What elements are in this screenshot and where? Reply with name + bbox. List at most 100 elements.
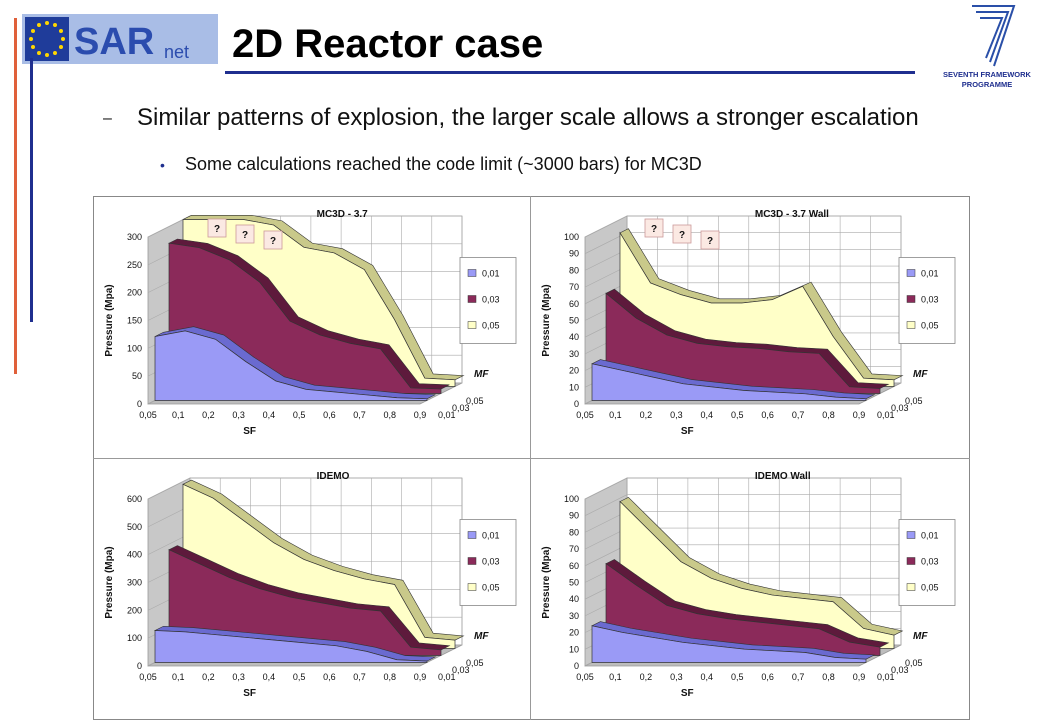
bullet1-text: Similar patterns of explosion, the large…	[137, 104, 919, 131]
x-tick-label: 0,4	[701, 410, 714, 420]
legend-swatch	[906, 269, 916, 277]
y-tick-label: 20	[569, 628, 579, 638]
depth-axis-label: MF	[474, 369, 489, 380]
y-tick-label: 50	[569, 316, 579, 326]
chart-title: MC3D - 3.7 Wall	[755, 209, 829, 220]
x-axis-label: SF	[243, 688, 256, 699]
bullet-level2: • Some calculations reached the code limi…	[160, 154, 702, 175]
x-tick-label: 0,6	[761, 410, 774, 420]
depth-tick-label: 0,05	[466, 396, 484, 406]
chart-gridline-side	[584, 494, 628, 516]
x-tick-label: 0,05	[139, 410, 157, 420]
seven-icon	[972, 5, 1016, 67]
page-title: 2D Reactor case	[232, 22, 544, 66]
depth-tick-label: 0,01	[877, 410, 895, 420]
y-tick-label: 80	[569, 265, 579, 275]
x-tick-label: 0,2	[640, 410, 653, 420]
y-tick-label: 500	[127, 522, 142, 532]
legend-swatch	[467, 531, 477, 539]
legend-swatch	[906, 531, 916, 539]
chart-gridline-side	[584, 215, 628, 238]
legend-label: 0,05	[482, 583, 500, 593]
legend-label: 0,05	[921, 321, 939, 331]
y-tick-label: 80	[569, 527, 579, 537]
chart-title: IDEMO	[317, 471, 350, 482]
y-tick-label: 100	[564, 494, 579, 504]
y-tick-label: 300	[127, 578, 142, 588]
x-tick-label: 0,8	[822, 410, 835, 420]
legend-label: 0,05	[921, 583, 939, 593]
y-tick-label: 100	[127, 633, 142, 643]
series-area-0,03	[168, 549, 442, 656]
y-tick-label: 200	[127, 605, 142, 615]
bullet2-text: Some calculations reached the code limit…	[185, 154, 702, 174]
x-tick-label: 0,8	[384, 410, 397, 420]
depth-tick-label: 0,01	[438, 672, 456, 682]
y-tick-label: 0	[137, 661, 142, 671]
x-tick-label: 0,3	[232, 410, 245, 420]
x-tick-label: 0,9	[853, 672, 866, 682]
y-tick-label: 20	[569, 366, 579, 376]
x-tick-label: 0,3	[232, 672, 245, 682]
y-tick-label: 100	[127, 343, 142, 353]
depth-tick-label: 0,03	[891, 403, 909, 413]
y-tick-label: 40	[569, 594, 579, 604]
x-tick-label: 0,5	[293, 410, 306, 420]
legend-swatch	[467, 557, 477, 565]
chart-idemo-wall: 0 10 20 30 40 50 60 70 80 90 100 0,05 0,1 0,2 0,3 0,4 0,…	[541, 471, 956, 699]
y-tick-label: 70	[569, 282, 579, 292]
y-tick-label: 600	[127, 494, 142, 504]
x-tick-label: 0,4	[701, 672, 714, 682]
x-tick-label: 0,8	[822, 672, 835, 682]
x-tick-label: 0,6	[761, 672, 774, 682]
chart-gridline-side	[147, 477, 191, 500]
depth-tick-label: 0,03	[452, 665, 470, 675]
y-tick-label: 300	[127, 232, 142, 242]
y-tick-label: 0	[574, 661, 579, 671]
y-axis-label: Pressure (Mpa)	[541, 546, 552, 618]
chart-title: IDEMO Wall	[755, 471, 811, 482]
x-tick-label: 0,9	[853, 410, 866, 420]
fp7-line1: SEVENTH FRAMEWORK	[943, 70, 1032, 79]
x-tick-label: 0,1	[609, 410, 622, 420]
annotation-label: ?	[214, 224, 220, 235]
x-tick-label: 0,9	[414, 410, 427, 420]
legend-label: 0,03	[482, 295, 500, 305]
x-tick-label: 0,05	[139, 672, 157, 682]
x-tick-label: 0,8	[384, 672, 397, 682]
depth-tick-label: 0,05	[905, 396, 923, 406]
y-tick-label: 10	[569, 644, 579, 654]
legend-label: 0,03	[482, 557, 500, 567]
x-tick-label: 0,7	[353, 672, 366, 682]
chart-mc3d: 0 50 100 150 200 250 300 0,05 0,1 0,2 0,3 0,4 0,5 0,6…	[104, 209, 517, 437]
annotation-label: ?	[651, 224, 657, 235]
legend-swatch	[467, 583, 477, 591]
annotation-box	[235, 224, 255, 244]
bullet-dash: –	[103, 109, 112, 127]
legend-swatch	[906, 295, 916, 303]
annotation-label: ?	[270, 236, 276, 247]
charts-divider-horizontal	[93, 458, 970, 459]
bullet-level1: – Similar patterns of explosion, the larg…	[103, 104, 919, 132]
series-area-0,01	[154, 330, 428, 401]
depth-axis-label: MF	[474, 631, 489, 642]
y-axis-label: Pressure (Mpa)	[104, 284, 115, 356]
annotation-box	[700, 230, 720, 250]
x-tick-label: 0,7	[792, 410, 805, 420]
legend-label: 0,03	[921, 295, 939, 305]
y-tick-label: 40	[569, 332, 579, 342]
y-tick-label: 30	[569, 611, 579, 621]
legend-label: 0,03	[921, 557, 939, 567]
x-tick-label: 0,5	[293, 672, 306, 682]
depth-tick-label: 0,01	[438, 410, 456, 420]
fp7-line2: PROGRAMME	[962, 80, 1012, 89]
y-tick-label: 90	[569, 249, 579, 259]
y-tick-label: 0	[574, 399, 579, 409]
eu-stars-icon	[29, 21, 65, 57]
y-tick-label: 50	[132, 371, 142, 381]
y-tick-label: 150	[127, 316, 142, 326]
depth-tick-label: 0,05	[466, 658, 484, 668]
title-underline	[225, 71, 915, 74]
legend-label: 0,01	[921, 531, 939, 541]
y-axis-label: Pressure (Mpa)	[104, 546, 115, 618]
